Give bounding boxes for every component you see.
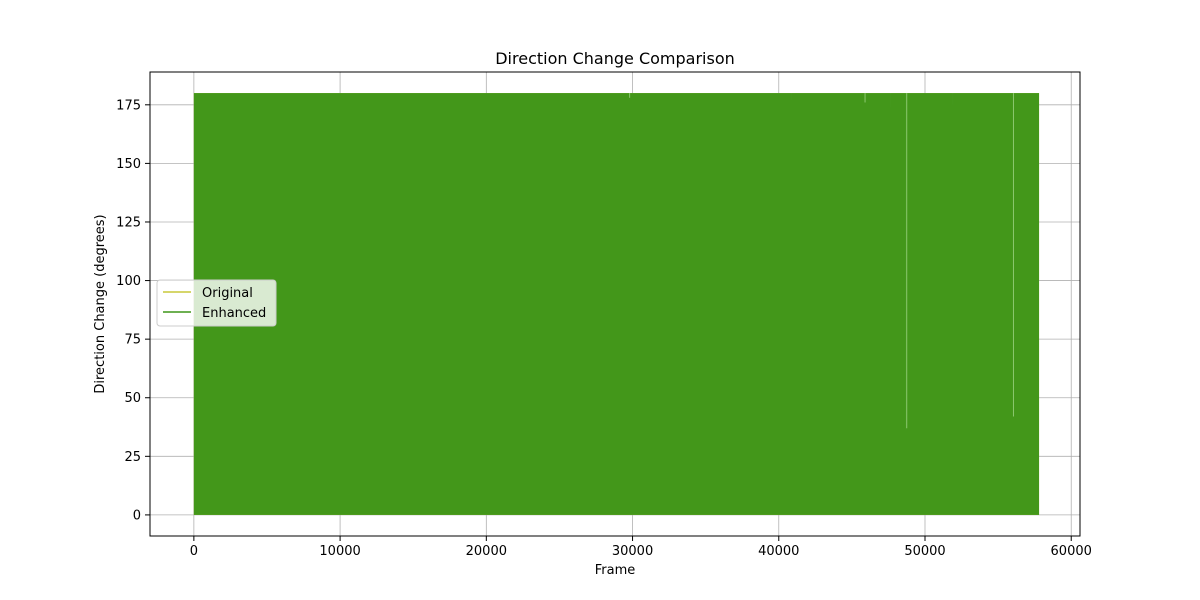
- series-band-enhanced: [193, 93, 1040, 515]
- y-tick-label: 100: [116, 274, 141, 289]
- y-tick-label: 150: [116, 157, 141, 172]
- x-tick-label: 10000: [319, 544, 360, 559]
- x-tick-label: 40000: [758, 544, 799, 559]
- x-tick-label: 30000: [612, 544, 653, 559]
- x-axis-label: Frame: [595, 563, 636, 578]
- plot-data: [193, 93, 1040, 515]
- y-tick-label: 0: [133, 508, 141, 523]
- y-axis-label: Direction Change (degrees): [93, 214, 108, 393]
- y-tick-label: 75: [124, 333, 141, 348]
- y-tick-label: 125: [116, 215, 141, 230]
- legend: Original Enhanced: [156, 279, 277, 327]
- legend-label-enhanced: Enhanced: [202, 306, 266, 321]
- x-tick-label: 0: [190, 544, 198, 559]
- x-tick-label: 50000: [904, 544, 945, 559]
- y-tick-label: 175: [116, 98, 141, 113]
- y-tick-label: 50: [124, 391, 141, 406]
- plot-frame: [149, 71, 1081, 537]
- chart-title: Direction Change Comparison: [495, 49, 735, 68]
- legend-label-original: Original: [202, 286, 253, 301]
- axis-ticks: 0 10000 20000 30000 40000 50000 60000 0 25 50 75 10…: [116, 98, 1092, 559]
- x-tick-label: 20000: [466, 544, 507, 559]
- y-tick-label: 25: [124, 450, 141, 465]
- x-tick-label: 60000: [1051, 544, 1092, 559]
